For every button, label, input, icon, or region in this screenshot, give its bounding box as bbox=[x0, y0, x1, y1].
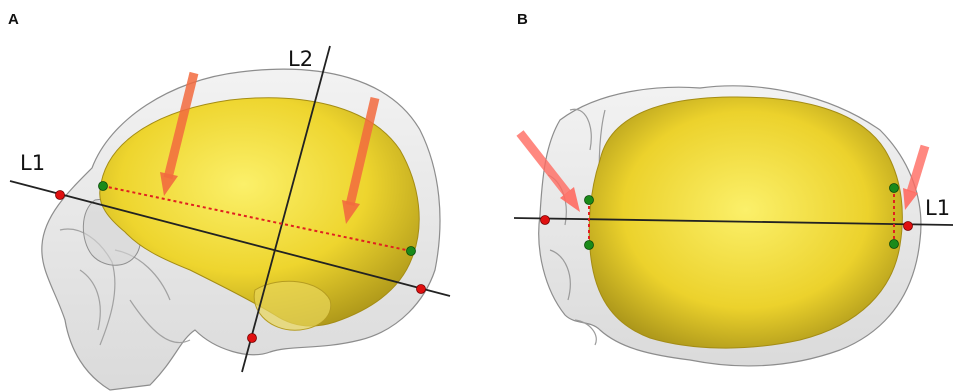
landmark-green-b2 bbox=[584, 240, 594, 250]
axis-l2-a bbox=[241, 45, 331, 373]
axis-l1-b bbox=[513, 217, 954, 226]
landmark-green-a2 bbox=[406, 246, 416, 256]
landmark-green-b1 bbox=[584, 195, 594, 205]
arrow-b2 bbox=[903, 144, 930, 210]
cerebellum bbox=[253, 280, 332, 331]
label-l2-a: L2 bbox=[288, 47, 313, 71]
landmark-green-a1 bbox=[98, 181, 108, 191]
endocast-lateral bbox=[99, 97, 420, 327]
landmark-red-b2 bbox=[903, 221, 913, 231]
arrow-a1 bbox=[160, 71, 199, 196]
panel-a: A L1 L2 bbox=[8, 11, 451, 391]
landmark-red-a3 bbox=[247, 333, 257, 343]
panel-a-letter: A bbox=[8, 11, 19, 28]
axis-l1-a bbox=[9, 180, 451, 297]
landmark-red-a1 bbox=[55, 190, 65, 200]
arrow-a2 bbox=[342, 96, 380, 224]
label-l1-b: L1 bbox=[925, 196, 950, 220]
landmark-red-a2 bbox=[416, 284, 426, 294]
panel-b-letter: B bbox=[517, 11, 528, 28]
label-l1-a: L1 bbox=[20, 151, 45, 175]
dotted-line-a bbox=[102, 185, 412, 252]
landmark-green-b3 bbox=[889, 183, 899, 193]
landmark-green-b4 bbox=[889, 239, 899, 249]
arrow-b1 bbox=[516, 130, 580, 212]
panel-b: B L1 bbox=[513, 11, 954, 367]
landmark-red-b1 bbox=[540, 215, 550, 225]
